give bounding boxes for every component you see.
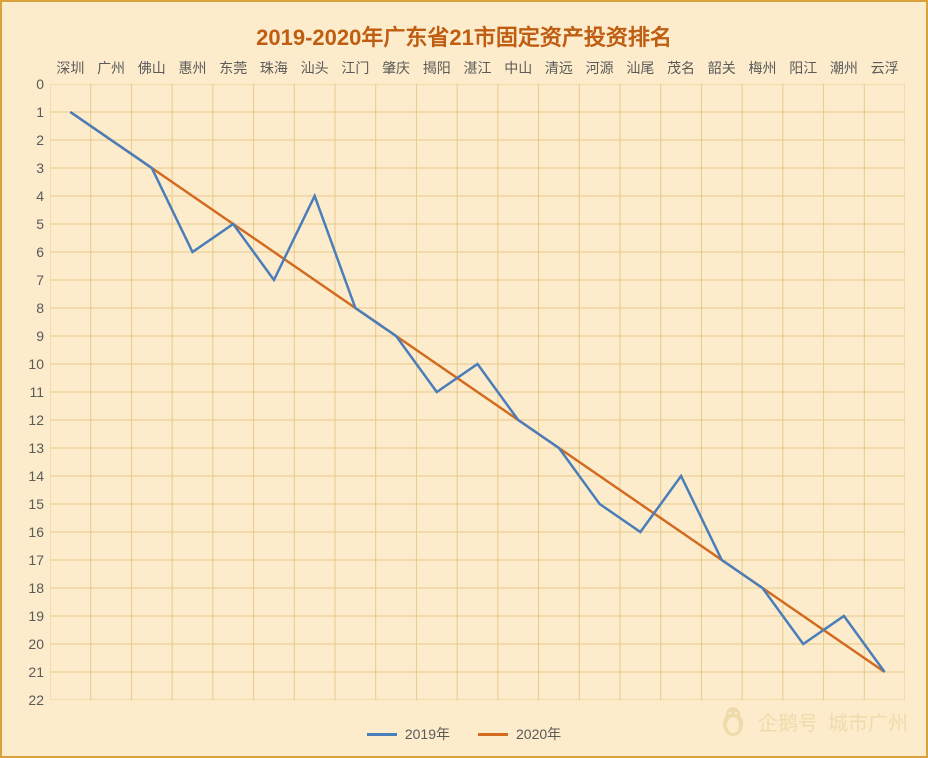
- x-tick-label: 韶关: [708, 58, 736, 84]
- y-tick-label: 4: [36, 188, 50, 204]
- x-tick-label: 深圳: [56, 58, 84, 84]
- y-tick-label: 13: [28, 440, 50, 456]
- y-tick-label: 12: [28, 412, 50, 428]
- penguin-icon: [718, 704, 748, 738]
- x-tick-label: 潮州: [830, 58, 858, 84]
- chart-container: 2019-2020年广东省21市固定资产投资排名 012345678910111…: [0, 0, 928, 758]
- x-tick-label: 梅州: [749, 58, 777, 84]
- y-tick-label: 3: [36, 160, 50, 176]
- legend-label: 2020年: [516, 724, 561, 744]
- y-tick-label: 2: [36, 132, 50, 148]
- y-tick-label: 17: [28, 552, 50, 568]
- y-tick-label: 20: [28, 636, 50, 652]
- legend-label: 2019年: [405, 724, 450, 744]
- chart-title: 2019-2020年广东省21市固定资产投资排名: [2, 20, 926, 52]
- y-tick-label: 8: [36, 300, 50, 316]
- y-tick-label: 14: [28, 468, 50, 484]
- x-tick-label: 广州: [97, 58, 125, 84]
- y-tick-label: 0: [36, 76, 50, 92]
- chart-svg: [50, 84, 905, 700]
- y-tick-label: 1: [36, 104, 50, 120]
- watermark: 企鹅号 城市广州: [718, 704, 908, 738]
- y-tick-label: 15: [28, 496, 50, 512]
- x-tick-label: 江门: [341, 58, 369, 84]
- x-tick-label: 云浮: [871, 58, 899, 84]
- y-tick-label: 5: [36, 216, 50, 232]
- plot-area: 012345678910111213141516171819202122深圳广州…: [50, 84, 905, 700]
- x-tick-label: 惠州: [179, 58, 207, 84]
- x-tick-label: 汕头: [301, 58, 329, 84]
- y-tick-label: 18: [28, 580, 50, 596]
- legend-item: 2019年: [367, 724, 450, 744]
- y-tick-label: 21: [28, 664, 50, 680]
- x-tick-label: 揭阳: [423, 58, 451, 84]
- x-tick-label: 佛山: [138, 58, 166, 84]
- y-tick-label: 11: [29, 384, 50, 400]
- watermark-sub: 城市广州: [828, 707, 908, 736]
- y-tick-label: 22: [28, 692, 50, 708]
- legend-item: 2020年: [478, 724, 561, 744]
- watermark-label: 企鹅号: [758, 707, 818, 736]
- x-tick-label: 阳江: [789, 58, 817, 84]
- x-tick-label: 河源: [586, 58, 614, 84]
- x-tick-label: 东莞: [219, 58, 247, 84]
- y-tick-label: 10: [28, 356, 50, 372]
- x-tick-label: 清远: [545, 58, 573, 84]
- y-tick-label: 16: [28, 524, 50, 540]
- y-tick-label: 6: [36, 244, 50, 260]
- x-tick-label: 湛江: [464, 58, 492, 84]
- x-tick-label: 肇庆: [382, 58, 410, 84]
- x-tick-label: 茂名: [667, 58, 695, 84]
- y-tick-label: 7: [36, 272, 50, 288]
- x-tick-label: 汕尾: [626, 58, 654, 84]
- y-tick-label: 9: [36, 328, 50, 344]
- legend-swatch: [367, 733, 397, 736]
- x-tick-label: 珠海: [260, 58, 288, 84]
- y-tick-label: 19: [28, 608, 50, 624]
- x-tick-label: 中山: [504, 58, 532, 84]
- legend-swatch: [478, 733, 508, 736]
